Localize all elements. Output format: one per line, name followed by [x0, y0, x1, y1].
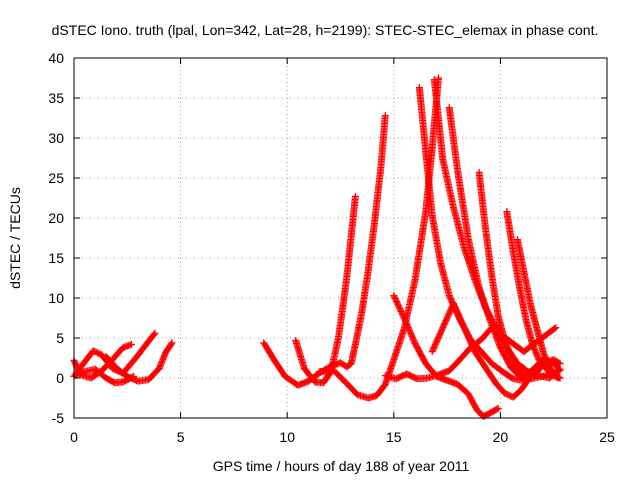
chart-title: dSTEC Iono. truth (lpal, Lon=342, Lat=28…	[52, 22, 599, 38]
series-arc-6	[292, 192, 359, 387]
series-arc-14	[475, 168, 547, 382]
series-arc-8	[390, 292, 502, 420]
x-tick-label: 10	[279, 429, 295, 445]
y-tick-label: 40	[48, 50, 64, 66]
data-point	[167, 340, 175, 348]
y-tick-label: 20	[48, 210, 64, 226]
y-tick-label: -5	[52, 410, 65, 426]
series-arc-11	[445, 104, 564, 382]
data-point	[494, 404, 502, 412]
data-point	[128, 340, 136, 348]
y-tick-label: 35	[48, 90, 64, 106]
x-axis-label: GPS time / hours of day 188 of year 2011	[213, 458, 470, 474]
data-point	[151, 329, 159, 337]
y-tick-label: 30	[48, 130, 64, 146]
y-tick-label: 5	[56, 330, 64, 346]
series-arc-4	[102, 339, 176, 385]
data-point	[551, 324, 559, 332]
data-point	[556, 366, 564, 374]
y-tick-label: 10	[48, 290, 64, 306]
data-point	[493, 405, 501, 413]
data-point	[556, 374, 564, 382]
y-axis-label: dSTEC / TECUs	[7, 187, 23, 289]
data-point	[381, 112, 389, 120]
data-point	[555, 365, 563, 373]
data-point	[351, 192, 359, 200]
plot-frame	[73, 57, 608, 419]
x-tick-label: 0	[70, 429, 78, 445]
data-point	[150, 330, 158, 338]
x-tick-label: 15	[386, 429, 402, 445]
data-point	[552, 324, 560, 332]
data-point	[435, 74, 443, 82]
data-series	[70, 74, 564, 420]
x-tick-label: 25	[599, 429, 615, 445]
data-point	[556, 360, 564, 368]
series-arc-16	[513, 236, 564, 382]
x-tick-label: 5	[177, 429, 185, 445]
axis-ticks: 0 5 10 15 20 25 -5 0 5 10 15 20 25 30 35 40	[48, 50, 615, 445]
y-tick-label: 0	[56, 370, 64, 386]
x-tick-label: 20	[493, 429, 509, 445]
data-point	[168, 339, 176, 347]
data-point	[555, 359, 563, 367]
y-tick-label: 25	[48, 170, 64, 186]
y-tick-label: 15	[48, 250, 64, 266]
series-arc-15	[503, 208, 562, 382]
